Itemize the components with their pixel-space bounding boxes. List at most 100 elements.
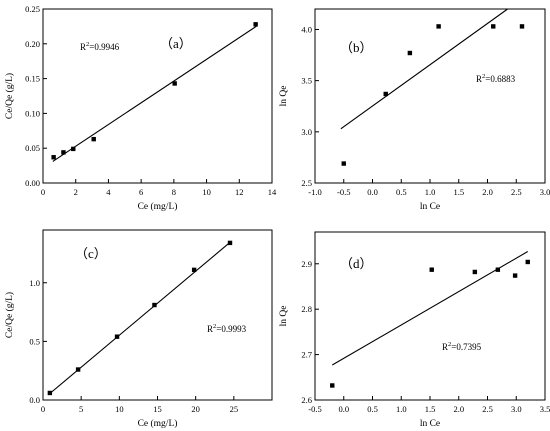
y-tick-label: 0.05 xyxy=(25,143,40,153)
panel-label: （b） xyxy=(340,40,373,55)
x-tick-label: 2 xyxy=(74,187,78,197)
x-tick-label: 5 xyxy=(79,404,83,414)
r-squared-label: R2=0.7395 xyxy=(442,341,482,352)
x-tick-label: 0 xyxy=(41,187,45,197)
r-squared-label: R2=0.9993 xyxy=(207,323,247,334)
y-axis-title: Ce/Qe (g/L) xyxy=(4,292,15,338)
x-tick-label: 3.0 xyxy=(511,404,522,414)
x-tick-label: 2.0 xyxy=(482,187,493,197)
r-squared-value: =0.6883 xyxy=(485,74,515,84)
r-squared-letter: R xyxy=(476,74,482,84)
y-axis-title: ln Qe xyxy=(279,86,289,107)
y-tick-label: 4.0 xyxy=(301,24,312,34)
data-point xyxy=(429,267,434,272)
r-squared-superscript: 2 xyxy=(213,323,216,330)
r-squared-letter: R xyxy=(80,42,86,52)
y-tick-label: 3.0 xyxy=(301,127,312,137)
y-tick-label: 0.25 xyxy=(25,4,40,14)
fit-line xyxy=(331,251,529,366)
data-point xyxy=(75,367,81,372)
data-point xyxy=(91,136,96,142)
x-tick-label: 10 xyxy=(115,404,124,414)
data-point xyxy=(152,302,157,308)
x-tick-label: 1.5 xyxy=(425,404,436,414)
y-tick-label: 0.00 xyxy=(25,178,40,188)
r-squared-letter: R xyxy=(442,342,448,352)
data-point xyxy=(330,383,335,388)
x-tick-label: -0.5 xyxy=(337,187,350,197)
y-tick-label: 2.5 xyxy=(301,178,312,188)
r-squared-label: R2=0.6883 xyxy=(476,73,516,84)
panel-label: （c） xyxy=(75,246,107,261)
r-squared-superscript: 2 xyxy=(482,73,485,80)
y-tick-label: 0.5 xyxy=(29,336,40,346)
x-tick-label: 15 xyxy=(153,404,162,414)
chart-panel-d: -0.5 0.0 0.5 1.0 1.5 2.0 2.5 3.0 3.5 2.6 2.7 2.8 2.9… xyxy=(279,231,550,429)
x-tick-label: 0.5 xyxy=(367,404,378,414)
data-point xyxy=(383,91,388,97)
data-point xyxy=(436,24,441,29)
x-tick-label: 0.0 xyxy=(338,404,349,414)
panel-label: （a） xyxy=(160,36,192,51)
data-point xyxy=(47,390,53,396)
chart-panel-c: 0 5 10 15 20 25 0.0 0.5 1.0 Ce (mg/L) Ce/Qe (g/L) （… xyxy=(4,229,273,429)
y-tick-label: 3.5 xyxy=(301,76,312,86)
y-tick-label: 2.9 xyxy=(301,259,312,269)
x-tick-label: 0 xyxy=(41,404,45,414)
x-tick-label: 2.0 xyxy=(453,404,464,414)
x-tick-label: 4 xyxy=(106,187,111,197)
plot-frame xyxy=(42,8,273,184)
data-point xyxy=(253,22,258,27)
x-tick-label: 3.5 xyxy=(540,404,550,414)
y-axis-title: ln Qe xyxy=(279,306,289,327)
x-tick-label: 0.5 xyxy=(396,187,407,197)
x-tick-label: 2.5 xyxy=(511,187,522,197)
y-tick-label: 0.0 xyxy=(29,395,40,405)
y-tick-label: 0.15 xyxy=(25,74,40,84)
x-tick-label: 6 xyxy=(139,187,143,197)
x-tick-label: 1.0 xyxy=(396,404,407,414)
plot-frame xyxy=(314,8,546,184)
x-axis-title: Ce (mg/L) xyxy=(138,418,178,429)
r-squared-value: =0.7395 xyxy=(451,342,481,352)
data-point xyxy=(525,259,530,265)
x-tick-label: 2.5 xyxy=(482,404,493,414)
y-tick-label: 0.10 xyxy=(25,108,40,118)
data-point xyxy=(227,240,233,246)
panel-label: （d） xyxy=(340,256,373,271)
data-point xyxy=(191,267,197,273)
r-squared-label: R2=0.9946 xyxy=(80,41,120,52)
r-squared-superscript: 2 xyxy=(86,41,89,48)
x-tick-label: 1.5 xyxy=(453,187,464,197)
data-point xyxy=(512,273,518,278)
x-axis-title: Ce (mg/L) xyxy=(138,201,178,212)
y-axis-title: Ce/Qe (g/L) xyxy=(4,73,15,119)
r-squared-value: =0.9993 xyxy=(216,324,246,334)
x-tick-label: 10 xyxy=(202,187,211,197)
x-tick-label: -1.0 xyxy=(308,187,321,197)
chart-panel-a: 0 2 4 6 8 10 12 14 0.00 0.05 0.10 0.15 0.20 0.25 Ce (m… xyxy=(4,4,277,212)
data-point xyxy=(71,146,76,152)
data-point xyxy=(61,150,66,155)
fit-line xyxy=(340,8,508,130)
data-point xyxy=(172,81,177,86)
x-tick-label: -0.5 xyxy=(308,404,321,414)
y-tick-label: 2.7 xyxy=(301,350,312,360)
data-point xyxy=(519,24,525,29)
x-tick-label: 12 xyxy=(235,187,244,197)
x-tick-label: 3.0 xyxy=(540,187,550,197)
data-point xyxy=(51,155,56,160)
data-point xyxy=(341,161,346,166)
data-point xyxy=(407,50,413,56)
r-squared-letter: R xyxy=(207,324,213,334)
data-point xyxy=(114,334,120,339)
data-point xyxy=(491,24,496,29)
y-tick-label: 0.20 xyxy=(25,39,40,49)
y-tick-label: 2.8 xyxy=(301,304,312,314)
fit-line xyxy=(52,25,258,162)
r-squared-value: =0.9946 xyxy=(89,42,119,52)
x-tick-label: 0.0 xyxy=(367,187,378,197)
x-axis-title: ln Ce xyxy=(420,202,440,212)
x-tick-label: 14 xyxy=(268,187,277,197)
